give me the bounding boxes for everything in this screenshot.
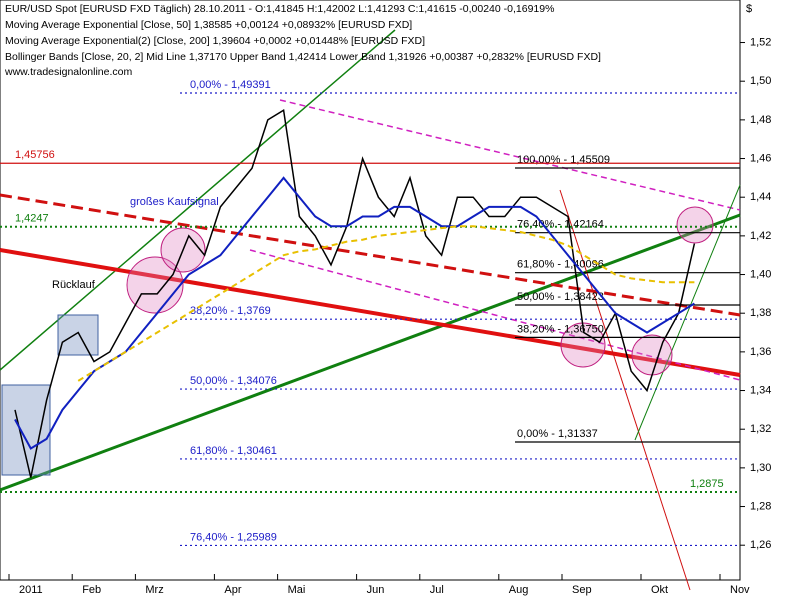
y-tick-label: 1,30 [750, 462, 771, 474]
x-tick-label: Nov [730, 584, 750, 596]
level-label: 61,80% - 1,30461 [190, 445, 277, 457]
header-line: EUR/USD Spot [EURUSD FXD Täglich) 28.10.… [5, 3, 554, 15]
level-label: 38,20% - 1,3769 [190, 305, 271, 317]
x-tick-label: Jul [430, 584, 444, 596]
level-label: 100,00% - 1,45509 [517, 154, 610, 166]
y-tick-label: 1,50 [750, 75, 771, 87]
level-label: 1,45756 [15, 149, 55, 161]
header-line: www.tradesignalonline.com [4, 66, 132, 78]
y-tick-label: 1,42 [750, 230, 771, 242]
level-label: 76,40% - 1,42164 [517, 219, 604, 231]
currency: $ [746, 3, 752, 15]
level-label: 38,20% - 1,36750 [517, 323, 604, 335]
x-tick-label: Aug [509, 584, 529, 596]
y-tick-label: 1,36 [750, 346, 771, 358]
y-tick-label: 1,34 [750, 384, 771, 396]
y-tick-label: 1,38 [750, 307, 771, 319]
plot-frame [0, 0, 741, 581]
y-tick-label: 1,40 [750, 268, 771, 280]
level-label: 61,80% - 1,40096 [517, 259, 604, 271]
x-tick-label: 2011 [19, 584, 43, 596]
series-line [14, 108, 696, 478]
x-tick-label: Feb [82, 584, 101, 596]
x-tick-label: Okt [651, 584, 668, 596]
level-label: 1,2875 [690, 478, 724, 490]
level-label: 50,00% - 1,38423 [517, 291, 604, 303]
legend-entry: Moving Average Exponential [Close, 50] 1… [5, 19, 412, 31]
annotation: großes Kaufsignal [130, 196, 219, 208]
y-tick-label: 1,26 [750, 539, 771, 551]
x-tick-label: Apr [224, 584, 241, 596]
header-line: Bollinger Bands [Close, 20, 2] Mid Line … [5, 51, 601, 63]
series-line [77, 225, 695, 382]
x-tick-label: Sep [572, 584, 592, 596]
level-label: 0,00% - 1,31337 [517, 428, 598, 440]
level-label: 50,00% - 1,34076 [190, 375, 277, 387]
y-tick-label: 1,52 [750, 36, 771, 48]
trend-lines [0, 29, 741, 591]
series-line [14, 176, 695, 450]
y-tick-label: 1,32 [750, 423, 771, 435]
y-tick-label: 1,28 [750, 500, 771, 512]
level-label: 0,00% - 1,49391 [190, 79, 271, 91]
y-tick-label: 1,46 [750, 152, 771, 164]
y-tick-label: 1,48 [750, 114, 771, 126]
level-label: 76,40% - 1,25989 [190, 531, 277, 543]
level-label: 1,4247 [15, 213, 49, 225]
y-tick-label: 1,44 [750, 191, 771, 203]
x-tick-label: Jun [367, 584, 385, 596]
annotation: Rücklauf [52, 279, 96, 291]
x-tick-label: Mai [288, 584, 306, 596]
legend-entry: Moving Average Exponential(2) [Close, 20… [5, 35, 425, 47]
x-tick-label: Mrz [145, 584, 163, 596]
